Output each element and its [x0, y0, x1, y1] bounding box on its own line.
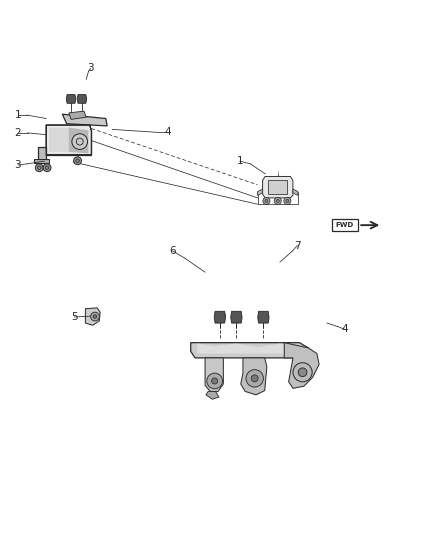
- Circle shape: [35, 164, 43, 172]
- Circle shape: [286, 199, 289, 203]
- Polygon shape: [284, 343, 319, 389]
- Circle shape: [293, 362, 312, 382]
- Text: FWD: FWD: [335, 222, 353, 228]
- Text: 3: 3: [87, 63, 94, 74]
- Circle shape: [76, 159, 79, 163]
- Polygon shape: [46, 125, 92, 155]
- Circle shape: [72, 134, 88, 149]
- Text: 7: 7: [294, 240, 300, 251]
- Polygon shape: [206, 391, 219, 399]
- Circle shape: [263, 197, 270, 205]
- Text: 5: 5: [71, 312, 78, 322]
- Circle shape: [76, 138, 83, 145]
- Polygon shape: [205, 358, 223, 391]
- Circle shape: [246, 370, 263, 387]
- Text: 2: 2: [14, 128, 21, 138]
- Circle shape: [274, 197, 281, 205]
- Polygon shape: [268, 180, 287, 194]
- Polygon shape: [258, 189, 263, 196]
- Text: 1: 1: [14, 110, 21, 120]
- Circle shape: [251, 375, 258, 382]
- Circle shape: [93, 315, 97, 318]
- Polygon shape: [85, 308, 100, 325]
- Polygon shape: [66, 94, 76, 103]
- Text: 3: 3: [14, 160, 21, 170]
- Circle shape: [298, 368, 307, 377]
- Polygon shape: [69, 111, 86, 119]
- Polygon shape: [293, 189, 298, 196]
- Polygon shape: [263, 176, 293, 198]
- Polygon shape: [62, 114, 107, 126]
- Polygon shape: [258, 311, 269, 323]
- Circle shape: [74, 157, 81, 165]
- Text: 6: 6: [169, 246, 176, 256]
- Polygon shape: [241, 358, 267, 395]
- Circle shape: [207, 373, 223, 389]
- Circle shape: [212, 378, 218, 384]
- Circle shape: [265, 199, 268, 203]
- Polygon shape: [214, 311, 226, 323]
- Circle shape: [91, 312, 99, 321]
- Polygon shape: [77, 94, 87, 103]
- Circle shape: [276, 199, 279, 203]
- Polygon shape: [34, 159, 49, 163]
- Polygon shape: [49, 128, 69, 152]
- Text: 4: 4: [341, 324, 348, 334]
- Polygon shape: [231, 311, 242, 323]
- Circle shape: [284, 197, 291, 205]
- Polygon shape: [191, 343, 308, 358]
- Text: 4: 4: [164, 127, 171, 138]
- Polygon shape: [197, 344, 297, 353]
- Circle shape: [38, 166, 41, 169]
- Circle shape: [43, 164, 51, 172]
- Polygon shape: [69, 128, 88, 154]
- Text: 1: 1: [237, 156, 243, 166]
- Circle shape: [46, 166, 49, 169]
- Polygon shape: [332, 219, 358, 231]
- Polygon shape: [38, 147, 46, 160]
